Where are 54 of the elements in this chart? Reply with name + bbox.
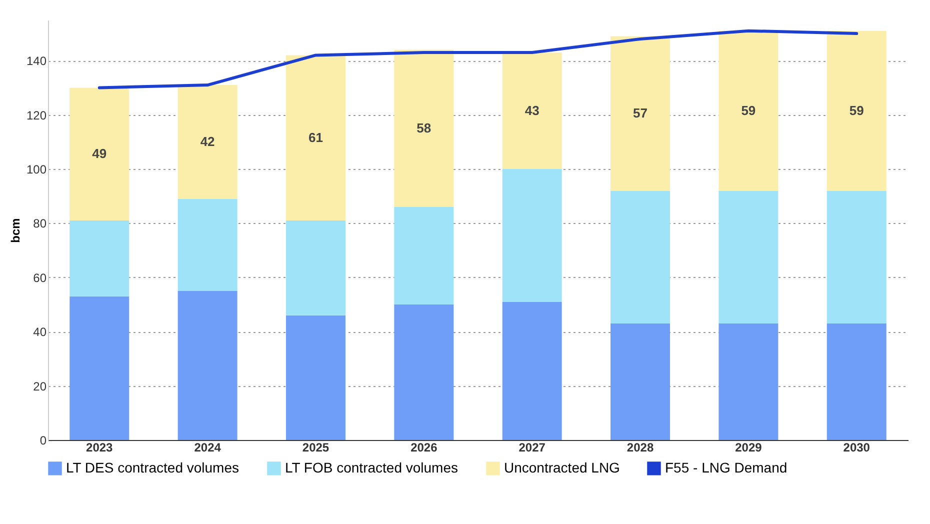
bar xyxy=(286,220,346,316)
x-tick-label: 2023 xyxy=(86,440,114,454)
y-tick-label: 40 xyxy=(33,325,47,340)
bar xyxy=(286,315,346,440)
data-label: 43 xyxy=(524,102,540,118)
data-label: 61 xyxy=(308,130,323,145)
y-axis-title: bcm xyxy=(8,218,22,243)
bar xyxy=(178,85,238,199)
y-tick-label: 60 xyxy=(33,270,47,285)
y-tick-label: 120 xyxy=(26,108,47,122)
data-label: 59 xyxy=(849,102,864,118)
legend-label: LT FOB contracted volumes xyxy=(285,459,458,476)
bar xyxy=(502,52,562,170)
y-tick-label: 0 xyxy=(40,434,47,448)
y-tick-label: 80 xyxy=(33,216,47,231)
bar xyxy=(178,290,238,440)
x-tick-label: 2026 xyxy=(410,440,438,454)
y-tick-label: 100 xyxy=(26,162,47,177)
bar xyxy=(610,190,670,324)
bar xyxy=(70,296,130,440)
x-tick-label: 2029 xyxy=(735,440,762,454)
bar xyxy=(826,190,886,324)
x-tick-label: 2027 xyxy=(518,440,546,454)
legend-label: Uncontracted LNG xyxy=(504,459,620,476)
y-tick-label: 20 xyxy=(33,379,47,394)
x-tick-label: 2024 xyxy=(194,440,222,454)
x-tick-label: 2030 xyxy=(843,440,870,454)
bar xyxy=(70,88,130,221)
bar xyxy=(502,302,562,440)
bar xyxy=(70,220,130,296)
bar xyxy=(826,323,886,440)
line-series xyxy=(98,29,858,90)
data-label: 58 xyxy=(416,120,432,136)
data-label: 49 xyxy=(92,146,107,162)
bar xyxy=(718,190,778,324)
bar xyxy=(394,50,454,207)
bar xyxy=(286,55,346,221)
data-label: 59 xyxy=(741,102,756,118)
legend-label: F55 - LNG Demand xyxy=(665,459,788,476)
bar xyxy=(826,30,886,191)
data-label: 42 xyxy=(200,134,215,149)
bar xyxy=(502,169,562,302)
bar xyxy=(610,36,670,191)
x-tick-label: 2025 xyxy=(302,440,330,454)
data-label: 57 xyxy=(633,105,648,120)
bar xyxy=(718,30,778,191)
x-tick-label: 2028 xyxy=(626,440,654,454)
bar xyxy=(394,206,454,305)
bar xyxy=(610,323,670,440)
bar xyxy=(178,198,238,291)
legend-label: LT DES contracted volumes xyxy=(66,459,240,476)
bar xyxy=(394,304,454,440)
y-tick-label: 140 xyxy=(26,54,47,68)
bar xyxy=(718,323,778,440)
